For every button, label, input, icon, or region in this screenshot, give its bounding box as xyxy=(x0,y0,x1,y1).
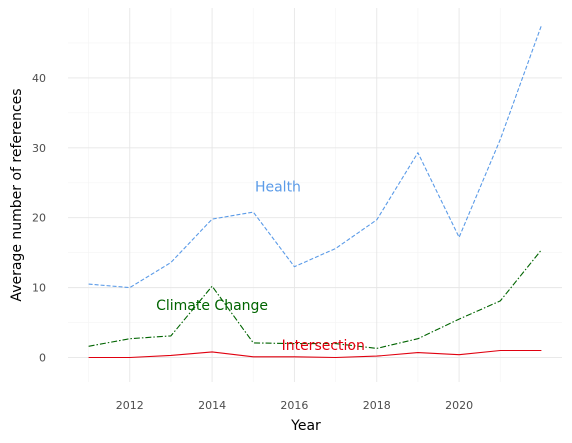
y-tick-label: 20 xyxy=(32,212,46,225)
x-tick-label: 2016 xyxy=(280,399,308,412)
series-labels: Health Climate Change Intersection xyxy=(156,179,365,354)
series-label-climate-change: Climate Change xyxy=(156,298,268,314)
series-label-health: Health xyxy=(255,179,301,195)
series-line-health xyxy=(88,25,542,289)
x-axis-title: Year xyxy=(290,418,321,434)
series-line-intersection xyxy=(88,349,542,359)
y-axis-title: Average number of references xyxy=(9,88,25,301)
series-lines xyxy=(88,25,542,359)
x-tick-label: 2020 xyxy=(445,399,473,412)
x-tick-label: 2018 xyxy=(363,399,391,412)
x-tick-label: 2014 xyxy=(198,399,226,412)
series-label-intersection: Intersection xyxy=(282,338,365,354)
y-tick-label: 40 xyxy=(32,72,46,85)
x-axis-ticks: 2012 2014 2016 2018 2020 xyxy=(116,399,473,412)
y-tick-label: 0 xyxy=(39,352,46,365)
minor-gridlines xyxy=(68,8,562,382)
major-gridlines xyxy=(68,8,562,382)
series-line-climate-change xyxy=(88,249,542,349)
x-tick-label: 2012 xyxy=(116,399,144,412)
y-axis-ticks: 0 10 20 30 40 xyxy=(32,72,46,365)
y-tick-label: 10 xyxy=(32,282,46,295)
y-tick-label: 30 xyxy=(32,142,46,155)
